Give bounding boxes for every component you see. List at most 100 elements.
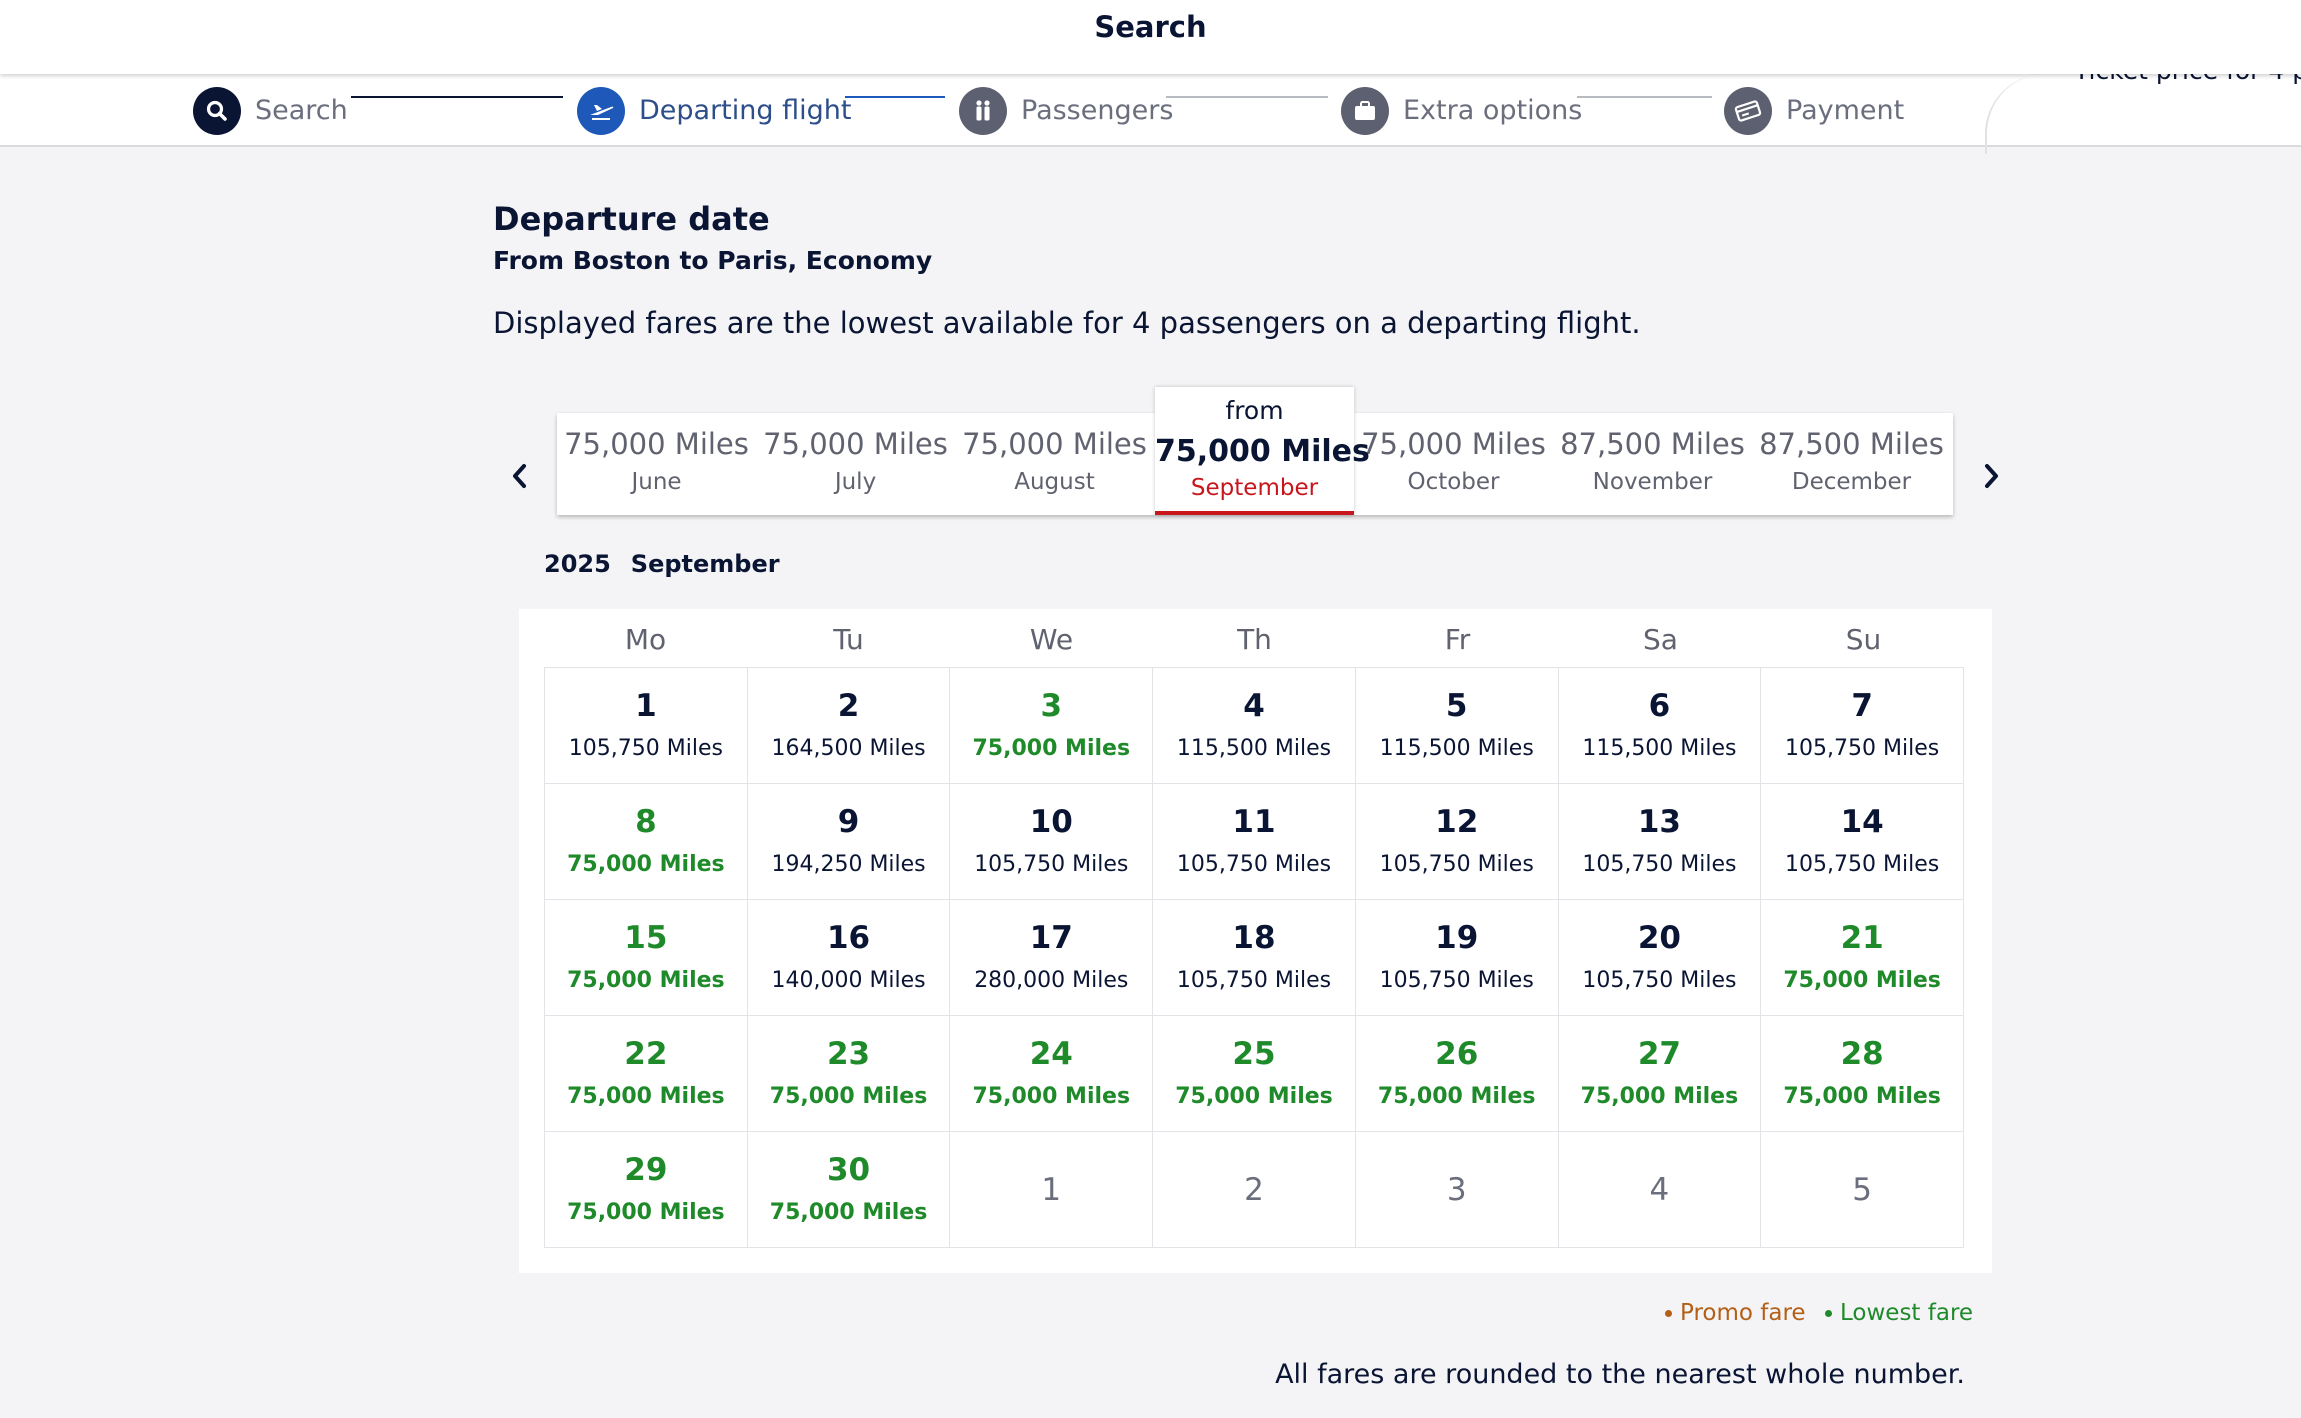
day-price: 115,500 Miles	[1582, 736, 1737, 761]
day-price: 105,750 Miles	[1785, 852, 1940, 877]
month-tab-july[interactable]: 75,000 Miles July	[756, 413, 955, 515]
next-month-day-cell: 3	[1355, 1132, 1559, 1248]
day-price: 280,000 Miles	[974, 968, 1129, 993]
weekday-header: Su	[1845, 623, 1882, 656]
step-connector	[1577, 96, 1712, 98]
day-price: 105,750 Miles	[1379, 968, 1534, 993]
day-cell[interactable]: 15 75,000 Miles	[545, 900, 748, 1016]
day-cell[interactable]: 22 75,000 Miles	[545, 1016, 748, 1132]
day-number: 5	[1852, 1172, 1872, 1208]
day-price: 75,000 Miles	[1783, 968, 1941, 993]
route-subtitle: From Boston to Paris, Economy	[493, 246, 933, 275]
day-number: 23	[826, 1036, 871, 1072]
day-cell[interactable]: 17 280,000 Miles	[950, 900, 1154, 1016]
month-price: 75,000 Miles	[1361, 427, 1546, 461]
step-label: Extra options	[1403, 95, 1583, 126]
day-cell[interactable]: 19 105,750 Miles	[1355, 900, 1559, 1016]
month-tab-december[interactable]: 87,500 Miles December	[1752, 413, 1951, 515]
day-number: 26	[1435, 1036, 1479, 1072]
day-number: 8	[635, 804, 657, 840]
month-name: October	[1407, 469, 1500, 495]
day-cell[interactable]: 5 115,500 Miles	[1355, 668, 1559, 784]
day-cell[interactable]: 14 105,750 Miles	[1761, 784, 1964, 900]
day-cell[interactable]: 30 75,000 Miles	[747, 1132, 951, 1248]
fare-calendar: Mo Tu We Th Fr Sa Su 1 105,750 Miles 2 164,…	[519, 609, 1992, 1273]
day-number: 21	[1840, 920, 1884, 956]
day-number: 30	[826, 1152, 871, 1188]
step-connector	[845, 96, 945, 98]
day-price: 75,000 Miles	[567, 852, 725, 877]
day-cell[interactable]: 21 75,000 Miles	[1761, 900, 1964, 1016]
day-cell[interactable]: 28 75,000 Miles	[1761, 1016, 1964, 1132]
search-icon	[193, 86, 241, 135]
step-search[interactable]: Search	[193, 74, 348, 145]
day-cell[interactable]: 11 105,750 Miles	[1153, 784, 1356, 900]
month-tab-november[interactable]: 87,500 Miles November	[1553, 413, 1752, 515]
calendar-caption: 2025 September	[544, 550, 800, 578]
month-tab-september[interactable]: from 75,000 Miles September	[1155, 387, 1370, 515]
day-number: 19	[1435, 920, 1479, 956]
month-price: 75,000 Miles	[763, 427, 948, 461]
day-price: 75,000 Miles	[769, 1200, 928, 1225]
day-cell[interactable]: 3 75,000 Miles	[950, 668, 1154, 784]
month-tab-october[interactable]: 75,000 Miles October	[1354, 413, 1553, 515]
day-cell[interactable]: 2 164,500 Miles	[747, 668, 951, 784]
step-extra-options[interactable]: Extra options	[1341, 74, 1583, 145]
day-price: 115,500 Miles	[1176, 736, 1332, 761]
top-bar: Search	[0, 0, 2301, 74]
day-price: 75,000 Miles	[567, 968, 725, 993]
day-cell[interactable]: 20 105,750 Miles	[1558, 900, 1762, 1016]
month-tab-june[interactable]: 75,000 Miles June	[557, 413, 756, 515]
day-cell[interactable]: 29 75,000 Miles	[545, 1132, 748, 1248]
day-cell[interactable]: 25 75,000 Miles	[1153, 1016, 1356, 1132]
month-name: November	[1592, 469, 1713, 495]
day-price: 75,000 Miles	[567, 1200, 725, 1225]
day-cell[interactable]: 27 75,000 Miles	[1558, 1016, 1762, 1132]
day-cell[interactable]: 13 105,750 Miles	[1558, 784, 1762, 900]
day-cell[interactable]: 26 75,000 Miles	[1355, 1016, 1559, 1132]
day-cell[interactable]: 1 105,750 Miles	[545, 668, 748, 784]
price-summary-panel	[1985, 74, 2301, 154]
day-price: 164,500 Miles	[771, 736, 926, 761]
lowest-dot-icon	[1825, 1310, 1832, 1317]
weekday-header: Tu	[833, 623, 864, 656]
calendar-year: 2025	[544, 550, 611, 578]
day-number: 16	[826, 920, 871, 956]
day-cell[interactable]: 8 75,000 Miles	[545, 784, 748, 900]
day-number: 3	[1040, 688, 1063, 724]
day-number: 15	[624, 920, 668, 956]
day-cell[interactable]: 9 194,250 Miles	[747, 784, 951, 900]
day-price: 105,750 Miles	[1379, 852, 1534, 877]
credit-card-icon	[1724, 86, 1772, 135]
day-cell[interactable]: 7 105,750 Miles	[1761, 668, 1964, 784]
booking-progress-bar: Search Departing flight Passengers Extra…	[0, 74, 2301, 147]
day-cell[interactable]: 24 75,000 Miles	[950, 1016, 1154, 1132]
day-cell[interactable]: 6 115,500 Miles	[1558, 668, 1762, 784]
step-connector	[1166, 96, 1328, 98]
day-number: 4	[1243, 688, 1265, 724]
month-tab-august[interactable]: 75,000 Miles August	[955, 413, 1154, 515]
weekday-header: Mo	[624, 623, 667, 656]
step-passengers[interactable]: Passengers	[959, 74, 1173, 145]
day-number: 6	[1648, 688, 1671, 724]
step-departing-flight[interactable]: Departing flight	[577, 74, 851, 145]
month-name: August	[1014, 469, 1095, 495]
day-cell[interactable]: 18 105,750 Miles	[1153, 900, 1356, 1016]
next-months-button[interactable]	[1971, 456, 2011, 496]
step-payment[interactable]: Payment	[1724, 74, 1904, 145]
day-number: 27	[1637, 1036, 1681, 1072]
promo-dot-icon	[1665, 1310, 1672, 1317]
day-cell[interactable]: 12 105,750 Miles	[1355, 784, 1559, 900]
month-from-label: from	[1225, 396, 1284, 425]
day-cell[interactable]: 23 75,000 Miles	[747, 1016, 951, 1132]
day-number: 9	[837, 804, 860, 840]
day-cell[interactable]: 4 115,500 Miles	[1153, 668, 1356, 784]
month-name: December	[1791, 469, 1912, 495]
day-cell[interactable]: 10 105,750 Miles	[950, 784, 1154, 900]
weekday-header: Sa	[1643, 623, 1678, 656]
day-number: 29	[624, 1152, 668, 1188]
previous-months-button[interactable]	[500, 456, 540, 496]
next-month-day-cell: 4	[1558, 1132, 1762, 1248]
day-price: 75,000 Miles	[1783, 1084, 1941, 1109]
day-cell[interactable]: 16 140,000 Miles	[747, 900, 951, 1016]
